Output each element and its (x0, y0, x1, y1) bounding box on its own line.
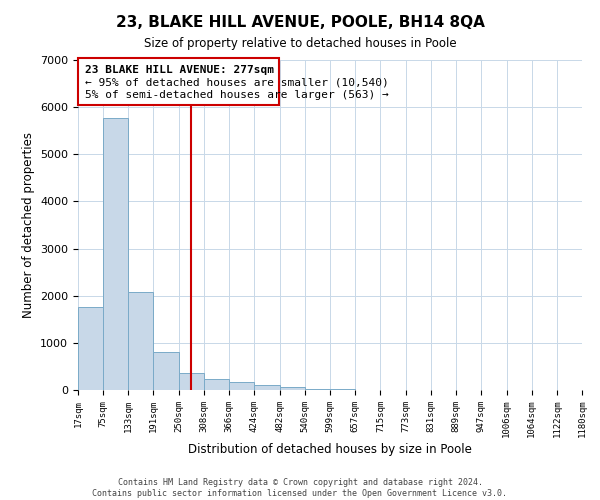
Bar (128, 292, 154, 390)
Text: Contains HM Land Registry data © Crown copyright and database right 2024.
Contai: Contains HM Land Registry data © Crown c… (92, 478, 508, 498)
Text: ← 95% of detached houses are smaller (10,540): ← 95% of detached houses are smaller (10… (85, 78, 388, 88)
X-axis label: Distribution of detached houses by size in Poole: Distribution of detached houses by size … (188, 443, 472, 456)
Bar (154, 352, 179, 390)
Bar (78, 307, 103, 390)
Bar (305, 388, 330, 390)
Bar (254, 386, 280, 390)
Text: 5% of semi-detached houses are larger (563) →: 5% of semi-detached houses are larger (5… (85, 90, 388, 100)
Bar (179, 373, 204, 390)
Text: 23, BLAKE HILL AVENUE, POOLE, BH14 8QA: 23, BLAKE HILL AVENUE, POOLE, BH14 8QA (116, 15, 484, 30)
Bar (103, 118, 128, 390)
Bar (280, 387, 305, 390)
Text: 23 BLAKE HILL AVENUE: 277sqm: 23 BLAKE HILL AVENUE: 277sqm (85, 65, 274, 75)
Bar (330, 388, 355, 390)
Bar (204, 379, 229, 390)
Bar (229, 382, 254, 390)
Y-axis label: Number of detached properties: Number of detached properties (22, 132, 35, 318)
FancyBboxPatch shape (78, 58, 278, 105)
Text: Size of property relative to detached houses in Poole: Size of property relative to detached ho… (143, 38, 457, 51)
